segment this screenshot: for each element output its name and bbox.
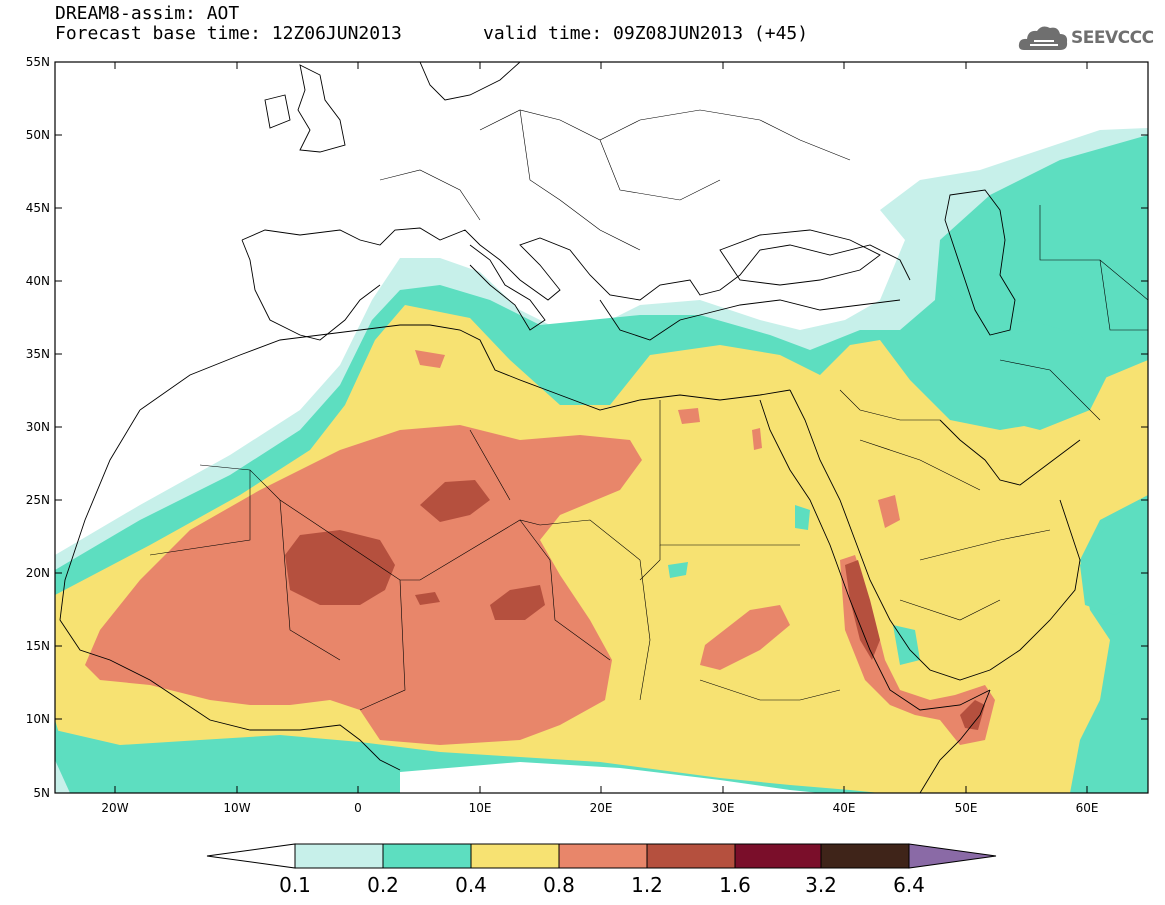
lon-label: 40E xyxy=(833,801,856,815)
country-borders xyxy=(149,109,1148,711)
lon-label: 30E xyxy=(712,801,735,815)
aot-contour-1.2-somalia xyxy=(960,700,985,730)
aot-contour-1.2-niger-small xyxy=(415,592,440,605)
colorbar-label: 0.8 xyxy=(543,873,575,897)
lat-axis: 55N 50N 45N 40N 35N 30N 25N 20N 15N 10N … xyxy=(26,55,1148,800)
logo-text: SEEVCCC xyxy=(1071,28,1154,48)
coastlines xyxy=(59,62,1081,793)
colorbar-label: 0.2 xyxy=(367,873,399,897)
lon-label: 10W xyxy=(223,801,250,815)
colorbar: 0.1 0.2 0.4 0.8 1.2 1.6 3.2 6.4 xyxy=(206,843,997,897)
aot-contour-0.8-sudan xyxy=(700,605,790,670)
lon-axis: 20W 10W 0 10E 20E 30E 40E 50E 60E xyxy=(101,62,1098,815)
lat-label: 50N xyxy=(26,128,50,142)
aot-contour-0.2-iran xyxy=(980,320,1110,430)
lat-label: 55N xyxy=(26,55,50,69)
aot-contour-0.2-redsea-west xyxy=(795,505,810,530)
colorbar-segment xyxy=(382,843,472,869)
lat-label: 20N xyxy=(26,566,50,580)
lon-label: 20E xyxy=(590,801,613,815)
colorbar-label: 3.2 xyxy=(805,873,837,897)
aot-contour-0.8-redsea xyxy=(840,555,995,745)
colorbar-extend-low xyxy=(206,843,296,869)
forecast-base-time: Forecast base time: 12Z06JUN2013 xyxy=(55,23,402,44)
lon-label: 0 xyxy=(354,801,362,815)
colorbar-segment xyxy=(294,843,384,869)
aot-contour-0.8-tunisia xyxy=(415,350,445,368)
aot-contour-1.2-eritrea xyxy=(845,560,880,660)
aot-contour-1.2-mali xyxy=(285,530,395,605)
aot-contour-0.8-arabia xyxy=(878,495,900,528)
lon-label: 60E xyxy=(1076,801,1099,815)
lon-label: 50E xyxy=(955,801,978,815)
colorbar-label: 0.4 xyxy=(455,873,487,897)
colorbar-segment xyxy=(470,843,560,869)
lon-label: 10E xyxy=(469,801,492,815)
colorbar-segment xyxy=(820,843,910,869)
lat-label: 15N xyxy=(26,639,50,653)
lat-label: 35N xyxy=(26,347,50,361)
lat-label: 10N xyxy=(26,712,50,726)
valid-time: valid time: 09Z08JUN2013 (+45) xyxy=(483,23,809,44)
lat-label: 30N xyxy=(26,420,50,434)
lat-label: 40N xyxy=(26,274,50,288)
colorbar-extend-high xyxy=(908,843,997,869)
lat-label: 25N xyxy=(26,493,50,507)
aot-contour-0.2-arabia-east xyxy=(1080,495,1148,615)
colorbar-segment xyxy=(646,843,736,869)
aot-contour-below-0.1-south xyxy=(400,762,820,793)
colorbar-segment xyxy=(734,843,822,869)
cloud-icon xyxy=(1018,26,1068,50)
seevccc-logo xyxy=(1018,20,1158,60)
aot-contour-0.2-sudan xyxy=(668,562,688,578)
aot-contour-1.2-algeria xyxy=(420,480,490,522)
lat-label: 5N xyxy=(33,786,50,800)
aot-contour-1.2-niger xyxy=(490,585,545,620)
colorbar-label: 1.2 xyxy=(631,873,663,897)
colorbar-segment xyxy=(558,843,648,869)
lon-label: 20W xyxy=(101,801,128,815)
map-title: DREAM8-assim: AOT xyxy=(55,3,240,24)
colorbar-label: 1.6 xyxy=(719,873,751,897)
aot-field xyxy=(55,128,1148,793)
lat-label: 45N xyxy=(26,201,50,215)
aot-contour-0.8-egypt xyxy=(752,428,762,450)
colorbar-label: 0.1 xyxy=(279,873,311,897)
aot-contour-0.8-libya xyxy=(678,408,700,424)
colorbar-label: 6.4 xyxy=(893,873,925,897)
aot-contour-0.2-caspian xyxy=(945,240,1010,315)
